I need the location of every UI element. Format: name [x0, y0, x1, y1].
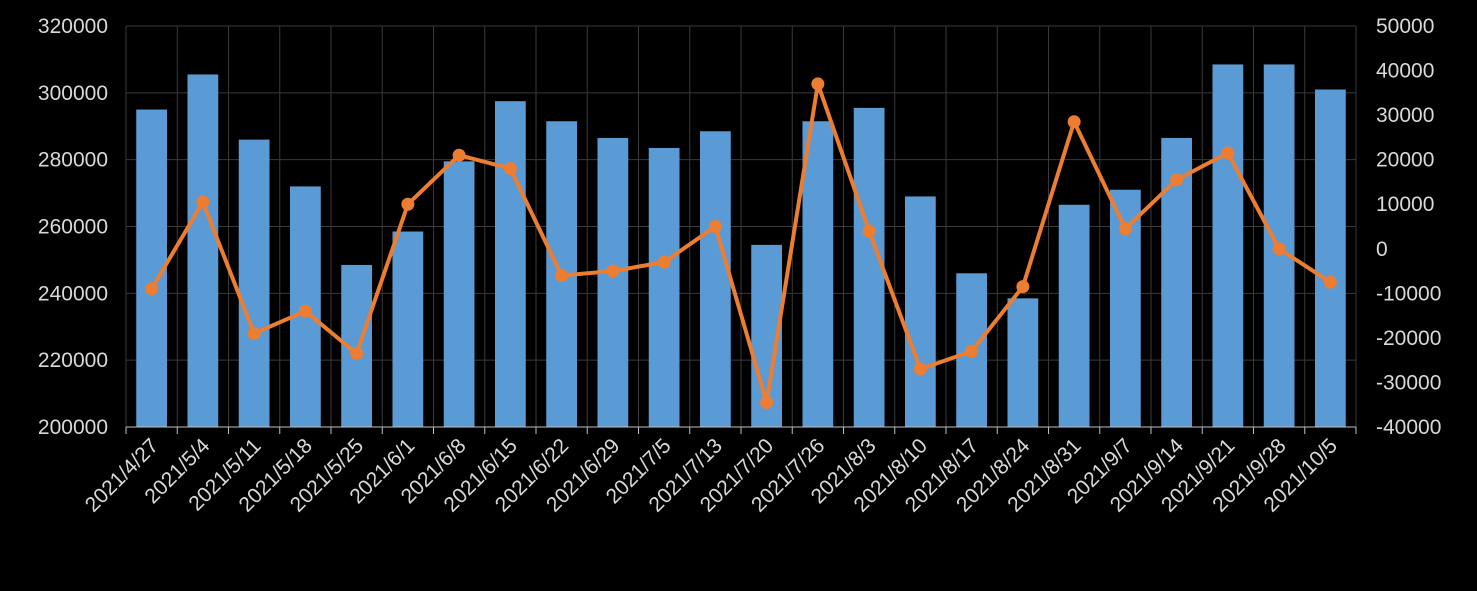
line-point: [811, 77, 825, 91]
x-tick-label: 2021/4/27: [81, 434, 163, 516]
right-y-tick-label: -30000: [1376, 371, 1441, 394]
line-point: [1221, 146, 1235, 160]
right-y-tick-label: 0: [1376, 238, 1388, 261]
right-y-tick-label: 10000: [1376, 193, 1434, 216]
line-point: [1272, 242, 1286, 256]
right-y-tick-label: 40000: [1376, 60, 1434, 83]
left-y-tick-label: 320000: [38, 15, 108, 38]
left-y-tick-label: 260000: [38, 216, 108, 239]
line-point: [965, 344, 979, 358]
bar: [1212, 64, 1244, 427]
line-point: [196, 195, 210, 209]
line-series: [149, 81, 1332, 405]
line-point: [606, 264, 620, 278]
left-y-tick-label: 240000: [38, 282, 108, 305]
bar: [905, 196, 936, 427]
bar: [648, 147, 680, 428]
right-y-tick-label: 50000: [1376, 15, 1434, 38]
line-point: [452, 148, 466, 162]
bar: [1058, 204, 1090, 427]
bar: [443, 161, 475, 427]
line-point: [1323, 275, 1337, 289]
bar: [802, 121, 834, 428]
left-y-tick-label: 220000: [38, 349, 108, 372]
bar: [495, 101, 526, 427]
left-y-tick-label: 200000: [38, 416, 108, 439]
line-point: [657, 255, 671, 269]
line-point: [1067, 115, 1081, 129]
left-y-tick-label: 280000: [38, 149, 108, 172]
bar: [1315, 89, 1346, 427]
right-y-tick-label: -40000: [1376, 416, 1441, 439]
bar: [392, 231, 424, 427]
line-point: [1118, 222, 1132, 236]
left-y-tick-label: 300000: [38, 82, 108, 105]
bar: [597, 137, 629, 427]
line-point: [862, 224, 876, 238]
bar: [853, 107, 885, 427]
line-point: [1016, 280, 1030, 294]
line-point: [350, 346, 364, 360]
right-y-tick-label: 30000: [1376, 104, 1434, 127]
line-point: [760, 395, 774, 409]
line-point: [298, 304, 312, 318]
line-point: [503, 162, 517, 176]
right-y-tick-label: -20000: [1376, 327, 1441, 350]
right-y-tick-label: -10000: [1376, 282, 1441, 305]
bar: [238, 139, 270, 427]
line-point: [401, 197, 415, 211]
line-point: [555, 269, 569, 283]
line-point: [913, 362, 927, 376]
bar: [1007, 298, 1039, 427]
line-point: [247, 326, 261, 340]
line-point: [708, 220, 722, 233]
line-point: [145, 282, 159, 296]
bar: [700, 131, 731, 427]
bar: [187, 74, 219, 428]
line-point: [1170, 173, 1184, 187]
right-y-tick-label: 20000: [1376, 149, 1434, 172]
